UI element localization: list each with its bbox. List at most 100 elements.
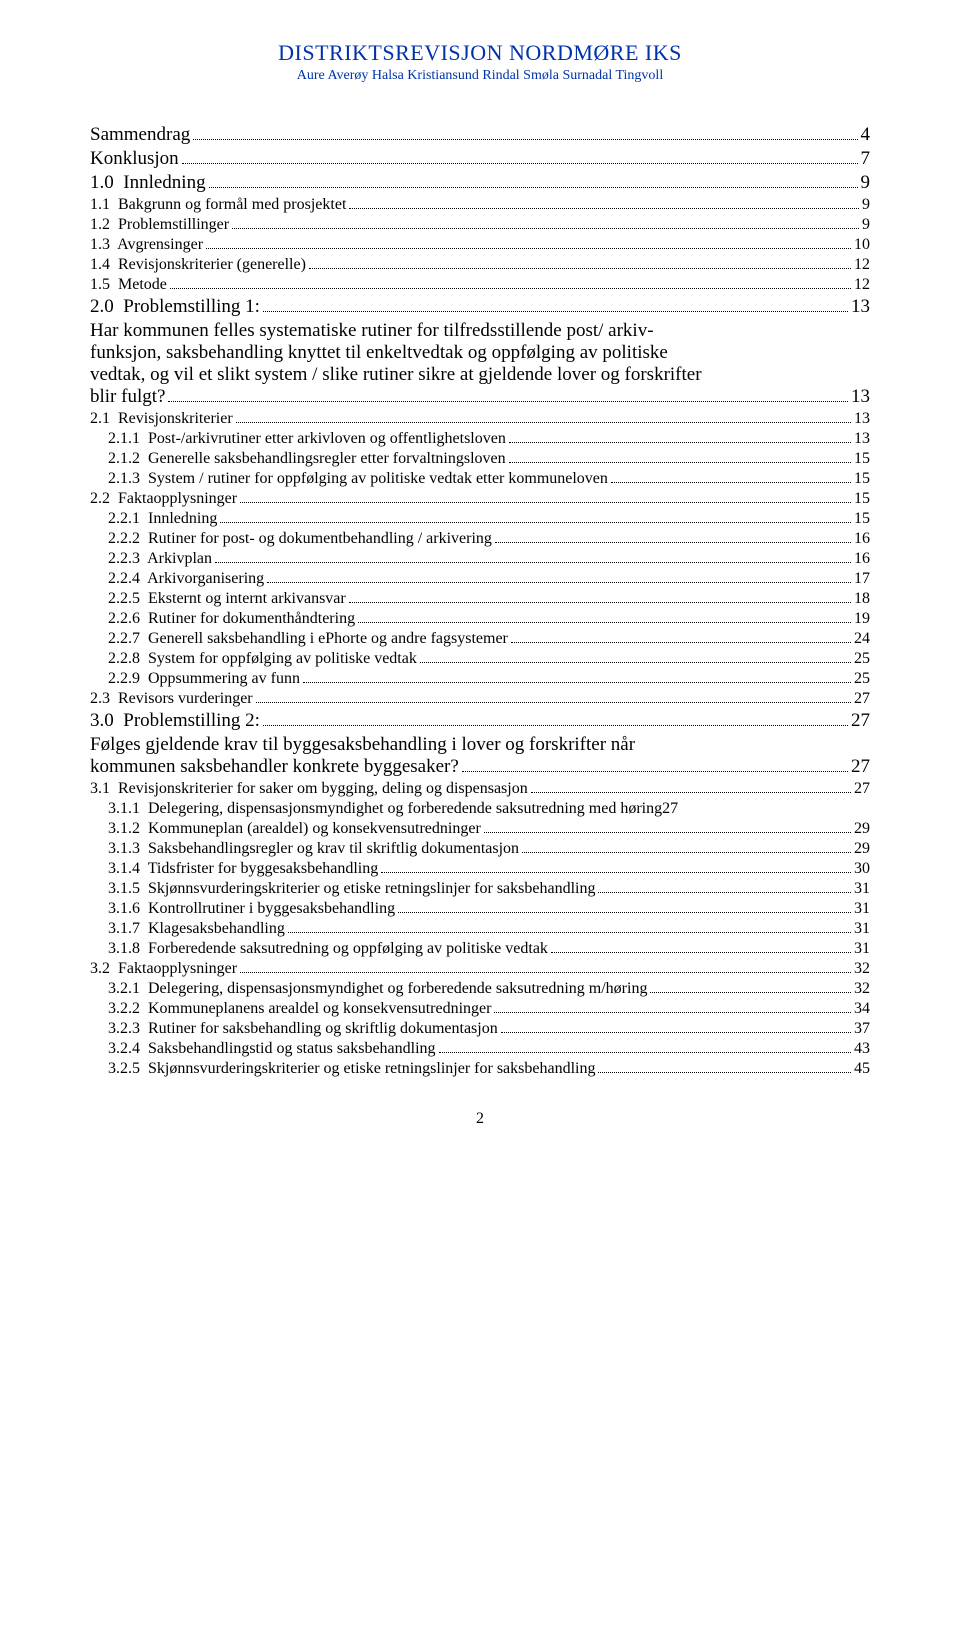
toc-page: 30 — [854, 860, 870, 878]
toc-label: 1.5 Metode — [90, 276, 167, 294]
toc-page: 12 — [854, 256, 870, 274]
toc-entry: 2.1 Revisjonskriterier13 — [90, 410, 870, 428]
toc-page: 9 — [862, 196, 870, 214]
toc-entry: 3.1.2 Kommuneplan (arealdel) og konsekve… — [90, 820, 870, 838]
toc-label: 1.4 Revisjonskriterier (generelle) — [90, 256, 306, 274]
toc-page: 27 — [854, 690, 870, 708]
toc-entry: 2.2.5 Eksternt og internt arkivansvar 18 — [90, 590, 870, 608]
toc-leader-dots — [531, 792, 851, 793]
toc-leader-dots — [462, 771, 848, 772]
toc-leader-dots — [484, 832, 851, 833]
toc-label: blir fulgt? — [90, 386, 165, 408]
toc-label: 2.1.2 Generelle saksbehandlingsregler et… — [108, 450, 506, 468]
toc-label: 2.1.3 System / rutiner for oppfølging av… — [108, 470, 608, 488]
toc-label: 3.2.1 Delegering, dispensasjonsmyndighet… — [108, 980, 647, 998]
toc-leader-dots — [267, 582, 851, 583]
toc-label: 2.2.7 Generell saksbehandling i ePhorte … — [108, 630, 508, 648]
toc-page: 17 — [854, 570, 870, 588]
toc-entry: 2.2.8 System for oppfølging av politiske… — [90, 650, 870, 668]
toc-entry: 3.1.5 Skjønnsvurderingskriterier og etis… — [90, 880, 870, 898]
toc-label: 2.2.6 Rutiner for dokumenthåndtering — [108, 610, 355, 628]
toc-page: 29 — [854, 840, 870, 858]
toc-entry: 3.1.1 Delegering, dispensasjonsmyndighet… — [90, 800, 870, 818]
toc-entry: blir fulgt? 13 — [90, 386, 870, 408]
toc-leader-dots — [495, 542, 851, 543]
toc-label: 1.0 Innledning — [90, 172, 206, 194]
toc-label: 3.2.4 Saksbehandlingstid og status saksb… — [108, 1040, 436, 1058]
toc-leader-dots — [349, 602, 851, 603]
toc-leader-dots — [168, 401, 848, 402]
toc-leader-dots — [420, 662, 851, 663]
toc-entry: 3.2.3 Rutiner for saksbehandling og skri… — [90, 1020, 870, 1038]
toc-leader-dots — [522, 852, 851, 853]
toc-leader-dots — [240, 972, 851, 973]
page-number: 2 — [90, 1110, 870, 1128]
toc-page: 13 — [851, 296, 870, 318]
toc-entry: 3.1.3 Saksbehandlingsregler og krav til … — [90, 840, 870, 858]
toc-label: 3.1.6 Kontrollrutiner i byggesaksbehandl… — [108, 900, 395, 918]
toc-label: 3.2 Faktaopplysninger — [90, 960, 237, 978]
toc-leader-dots — [256, 702, 851, 703]
toc-entry: 2.1.3 System / rutiner for oppfølging av… — [90, 470, 870, 488]
toc-entry: 2.2.9 Oppsummering av funn25 — [90, 670, 870, 688]
toc-label: 2.3 Revisors vurderinger — [90, 690, 253, 708]
toc-page: 18 — [854, 590, 870, 608]
toc-wrap-line: Har kommunen felles systematiske rutiner… — [90, 320, 870, 342]
toc-page: 4 — [861, 124, 871, 146]
toc-page: 25 — [854, 670, 870, 688]
toc-label: Konklusjon — [90, 148, 179, 170]
toc-entry: Sammendrag 4 — [90, 124, 870, 146]
toc-leader-dots — [511, 642, 851, 643]
toc-label: kommunen saksbehandler konkrete byggesak… — [90, 756, 459, 778]
toc-entry: 2.3 Revisors vurderinger 27 — [90, 690, 870, 708]
toc-label: 3.1 Revisjonskriterier for saker om bygg… — [90, 780, 528, 798]
toc-label: 2.2.3 Arkivplan — [108, 550, 212, 568]
toc-page: 13 — [851, 386, 870, 408]
toc-label: 3.0 Problemstilling 2: — [90, 710, 260, 732]
toc-entry: 2.2.7 Generell saksbehandling i ePhorte … — [90, 630, 870, 648]
toc-leader-dots — [494, 1012, 851, 1013]
toc-label: 2.1.1 Post-/arkivrutiner etter arkivlove… — [108, 430, 506, 448]
toc-page: 29 — [854, 820, 870, 838]
toc-page: 27 — [851, 756, 870, 778]
toc-page: 16 — [854, 530, 870, 548]
toc-label: 3.1.7 Klagesaksbehandling — [108, 920, 285, 938]
toc-wrap-line: Følges gjeldende krav til byggesaksbehan… — [90, 734, 870, 756]
toc-page: 31 — [854, 940, 870, 958]
toc-page: 10 — [854, 236, 870, 254]
toc-leader-dots — [240, 502, 851, 503]
toc-label: 3.2.5 Skjønnsvurderingskriterier og etis… — [108, 1060, 595, 1078]
toc-label: 1.3 Avgrensinger — [90, 236, 203, 254]
toc-label: 3.1.5 Skjønnsvurderingskriterier og etis… — [108, 880, 595, 898]
toc-label: 1.1 Bakgrunn og formål med prosjektet — [90, 196, 346, 214]
toc-leader-dots — [381, 872, 851, 873]
toc-label: 3.1.2 Kommuneplan (arealdel) og konsekve… — [108, 820, 481, 838]
toc-page: 15 — [854, 470, 870, 488]
toc-entry: Konklusjon7 — [90, 148, 870, 170]
toc-leader-dots — [206, 248, 851, 249]
toc-label: 1.2 Problemstillinger — [90, 216, 229, 234]
toc-entry: 3.2.4 Saksbehandlingstid og status saksb… — [90, 1040, 870, 1058]
toc-page: 32 — [854, 960, 870, 978]
toc-leader-dots — [611, 482, 851, 483]
toc-entry: 3.1.4 Tidsfrister for byggesaksbehandlin… — [90, 860, 870, 878]
toc-label: 3.1.1 Delegering, dispensasjonsmyndighet… — [108, 800, 662, 818]
toc-leader-dots — [309, 268, 851, 269]
toc-label: 3.1.4 Tidsfrister for byggesaksbehandlin… — [108, 860, 378, 878]
toc-page: 27 — [854, 780, 870, 798]
toc-label: Sammendrag — [90, 124, 190, 146]
toc-page: 16 — [854, 550, 870, 568]
toc-label: 2.2.5 Eksternt og internt arkivansvar — [108, 590, 346, 608]
toc-page: 9 — [862, 216, 870, 234]
toc-entry: 2.0 Problemstilling 1:13 — [90, 296, 870, 318]
toc-entry: 1.5 Metode12 — [90, 276, 870, 294]
toc-page: 15 — [854, 490, 870, 508]
header-title: DISTRIKTSREVISJON NORDMØRE IKS — [90, 40, 870, 66]
toc-page: 15 — [854, 510, 870, 528]
toc-page: 13 — [854, 410, 870, 428]
toc-entry: 2.2.3 Arkivplan 16 — [90, 550, 870, 568]
toc-leader-dots — [358, 622, 851, 623]
toc-entry: 1.3 Avgrensinger 10 — [90, 236, 870, 254]
toc-entry: 3.2.2 Kommuneplanens arealdel og konsekv… — [90, 1000, 870, 1018]
toc-entry: 1.0 Innledning9 — [90, 172, 870, 194]
